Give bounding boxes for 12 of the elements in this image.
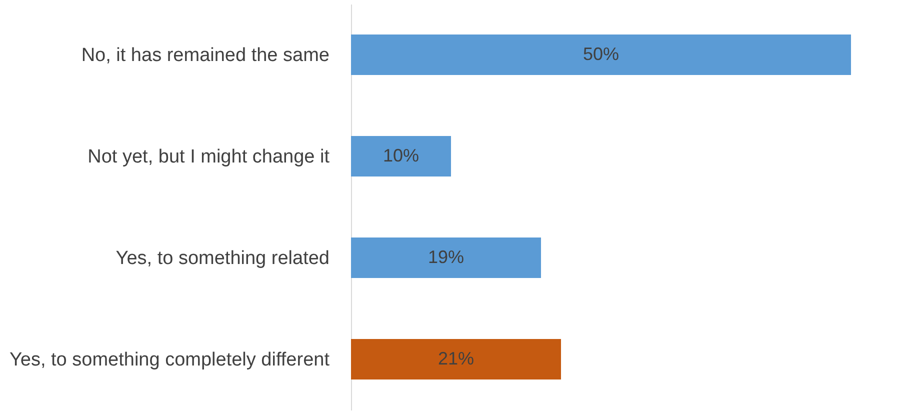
y-tick-label: Not yet, but I might change it	[88, 146, 330, 168]
bar	[351, 136, 451, 177]
data-label: 19%	[428, 246, 464, 267]
y-tick-label: Yes, to something completely different	[9, 349, 330, 370]
y-tick-label: Yes, to something related	[116, 248, 330, 269]
y-tick-label: No, it has remained the same	[81, 44, 330, 66]
bar	[351, 34, 851, 76]
data-label: 50%	[582, 44, 620, 64]
bar	[351, 237, 541, 278]
data-label: 10%	[382, 145, 420, 166]
data-label: 21%	[438, 348, 474, 368]
bar	[351, 338, 561, 380]
